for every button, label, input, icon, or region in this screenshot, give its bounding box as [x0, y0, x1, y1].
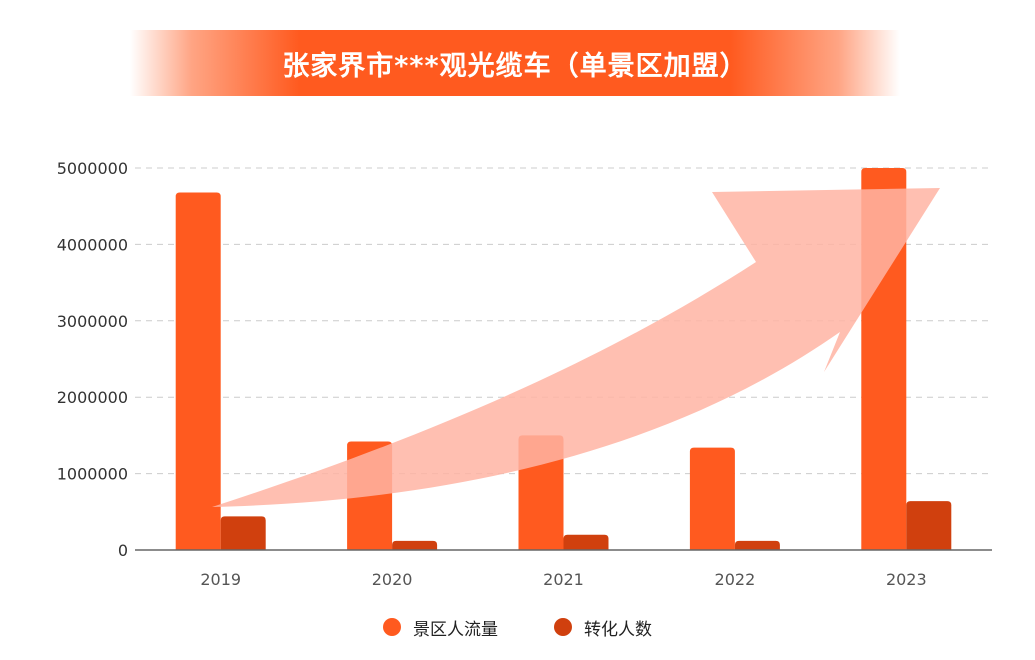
- legend-label-traffic: 景区人流量: [413, 619, 498, 640]
- y-tick-label: 2000000: [57, 388, 128, 407]
- bar-chart: 0 1000000 2000000 3000000 4000000 5000000 2019…: [57, 159, 992, 589]
- trend-arrow: [212, 188, 940, 507]
- x-tick-label: 2020: [372, 570, 413, 589]
- x-tick-label: 2022: [715, 570, 756, 589]
- y-tick-label: 0: [118, 541, 128, 560]
- bar-conversion: [392, 540, 438, 550]
- bar-conversion: [563, 534, 609, 550]
- legend-label-conversion: 转化人数: [584, 619, 652, 640]
- y-tick-label: 4000000: [57, 235, 128, 254]
- legend-swatch-traffic: [383, 618, 401, 636]
- legend-item-traffic: 景区人流量: [383, 615, 498, 640]
- legend: 景区人流量 转化人数: [0, 612, 1035, 642]
- chart-title: 张家界市***观光缆车（单景区加盟）: [282, 50, 748, 82]
- bar-conversion: [734, 540, 780, 550]
- bar-conversion: [906, 501, 952, 550]
- axes: 0 1000000 2000000 3000000 4000000 5000000 2019…: [57, 159, 992, 589]
- title-banner: 张家界市***观光缆车（单景区加盟）: [130, 30, 900, 96]
- bar-traffic: [689, 447, 735, 550]
- y-tick-label: 5000000: [57, 159, 128, 178]
- x-tick-label: 2019: [200, 570, 241, 589]
- legend-swatch-conversion: [554, 618, 572, 636]
- x-tick-label: 2021: [543, 570, 584, 589]
- bar-traffic: [175, 192, 221, 550]
- x-tick-label: 2023: [886, 570, 927, 589]
- legend-item-conversion: 转化人数: [554, 615, 652, 640]
- bar-conversion: [220, 516, 266, 550]
- y-tick-label: 3000000: [57, 312, 128, 331]
- y-tick-label: 1000000: [57, 465, 128, 484]
